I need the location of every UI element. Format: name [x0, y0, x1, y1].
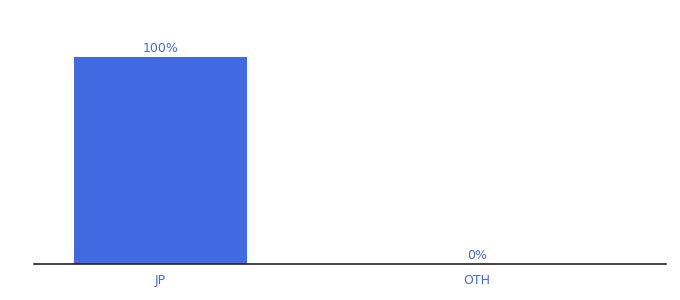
Text: 100%: 100%: [143, 42, 178, 55]
Text: 0%: 0%: [466, 249, 487, 262]
Bar: [73, 57, 248, 264]
